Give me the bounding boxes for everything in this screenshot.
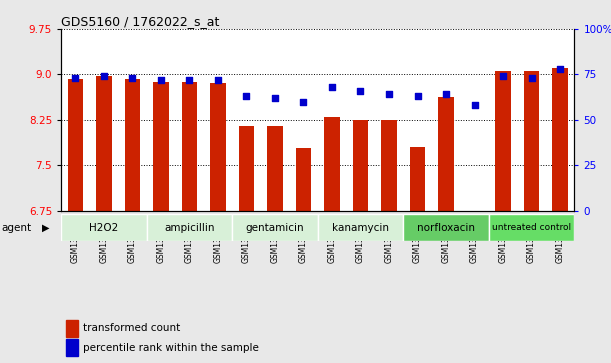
Bar	[409, 147, 425, 211]
Text: H2O2: H2O2	[89, 223, 119, 233]
Bar	[324, 117, 340, 211]
Point	[128, 75, 137, 81]
Bar	[296, 148, 311, 211]
Point	[156, 77, 166, 83]
Bar	[353, 120, 368, 211]
Bar	[66, 320, 78, 337]
Text: norfloxacin: norfloxacin	[417, 223, 475, 233]
Bar	[181, 82, 197, 211]
Text: percentile rank within the sample: percentile rank within the sample	[82, 343, 258, 352]
Point	[412, 93, 422, 99]
Point	[470, 102, 480, 108]
Bar	[524, 72, 540, 211]
Point	[270, 95, 280, 101]
Bar	[210, 83, 226, 211]
Point	[555, 66, 565, 72]
Bar	[153, 82, 169, 211]
Point	[384, 91, 394, 97]
Point	[498, 73, 508, 79]
Text: kanamycin: kanamycin	[332, 223, 389, 233]
Point	[441, 91, 451, 97]
Text: gentamicin: gentamicin	[246, 223, 304, 233]
Bar	[147, 214, 232, 241]
Point	[213, 77, 223, 83]
Bar	[68, 79, 83, 211]
Bar	[552, 68, 568, 211]
Point	[527, 75, 536, 81]
Bar	[96, 76, 112, 211]
Bar	[61, 214, 147, 241]
Text: untreated control: untreated control	[492, 223, 571, 232]
Bar	[267, 126, 283, 211]
Bar	[66, 339, 78, 356]
Text: ampicillin: ampicillin	[164, 223, 214, 233]
Point	[356, 88, 365, 94]
Text: agent: agent	[1, 223, 31, 233]
Text: ▶: ▶	[42, 223, 49, 233]
Bar	[125, 79, 141, 211]
Bar	[318, 214, 403, 241]
Point	[70, 75, 80, 81]
Point	[299, 99, 309, 105]
Point	[327, 84, 337, 90]
Point	[99, 73, 109, 79]
Point	[185, 77, 194, 83]
Bar	[403, 214, 489, 241]
Bar	[232, 214, 318, 241]
Bar	[495, 72, 511, 211]
Bar	[467, 211, 482, 212]
Bar	[381, 121, 397, 211]
Text: transformed count: transformed count	[82, 323, 180, 334]
Point	[241, 93, 251, 99]
Bar	[438, 97, 454, 211]
Bar	[238, 126, 254, 211]
Text: GDS5160 / 1762022_s_at: GDS5160 / 1762022_s_at	[61, 15, 219, 28]
Bar	[489, 214, 574, 241]
